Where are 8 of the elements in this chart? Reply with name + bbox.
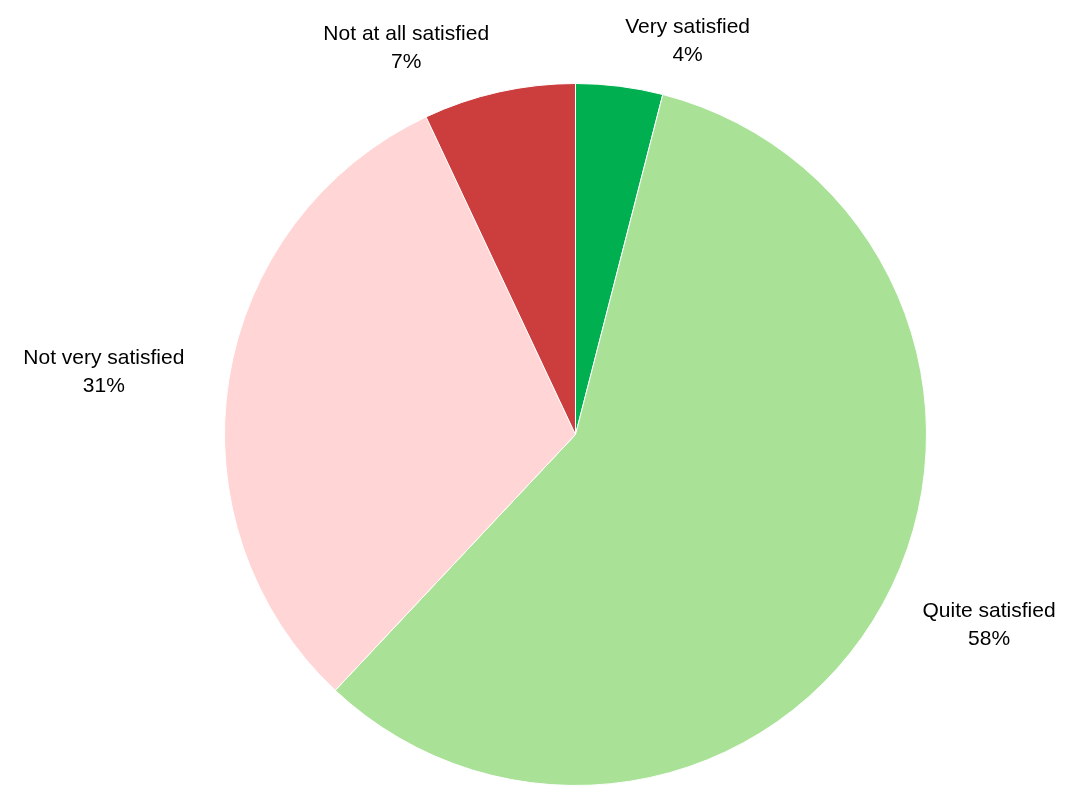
data-label: 4% xyxy=(672,42,703,66)
slice-label: Quite satisfied xyxy=(922,598,1056,622)
data-label: 58% xyxy=(968,626,1011,650)
data-label: 7% xyxy=(391,48,422,72)
data-label: 31% xyxy=(82,373,125,397)
slice-label: Very satisfied xyxy=(625,14,751,38)
slice-label: Not very satisfied xyxy=(23,345,185,369)
slice-label: Not at all satisfied xyxy=(323,20,490,44)
